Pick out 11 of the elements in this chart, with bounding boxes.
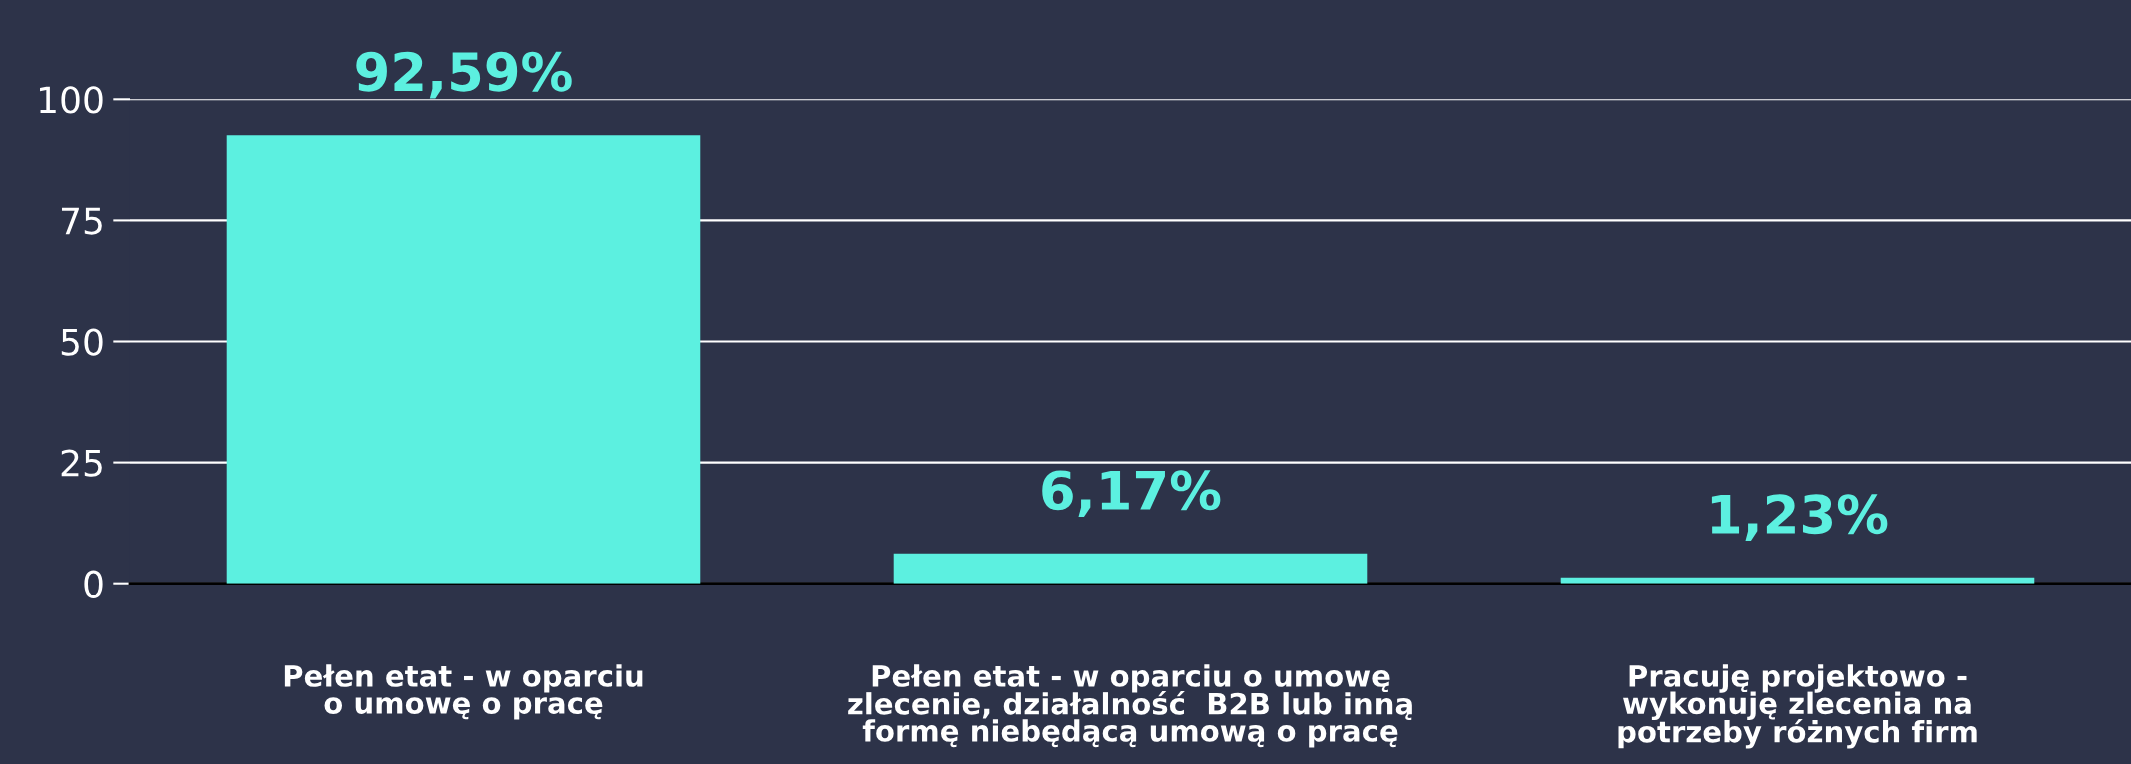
y-tick-label: 75 xyxy=(62,207,102,235)
y-tick-label: 50 xyxy=(61,328,103,356)
x-tick-label: Pracuję projektowo - wykonuję zlecenia na potrzeby różnych firm xyxy=(1618,664,1977,749)
data-label: 92,59% xyxy=(356,51,572,99)
data-label: 1,23% xyxy=(1711,494,1888,541)
x-tick-label: Pełen etat - w oparciu o umowę zlecenie, działalność B2B lub inną formę niebędącą umową o pracę xyxy=(848,664,1412,748)
y-tick-label: 25 xyxy=(61,449,102,477)
y-tick-label: 0 xyxy=(84,570,103,598)
data-label: 6,17% xyxy=(1042,470,1221,517)
x-tick-label: Pełen etat - w oparciu o umowę o pracę xyxy=(284,664,643,720)
y-tick-label: 100 xyxy=(40,86,103,114)
